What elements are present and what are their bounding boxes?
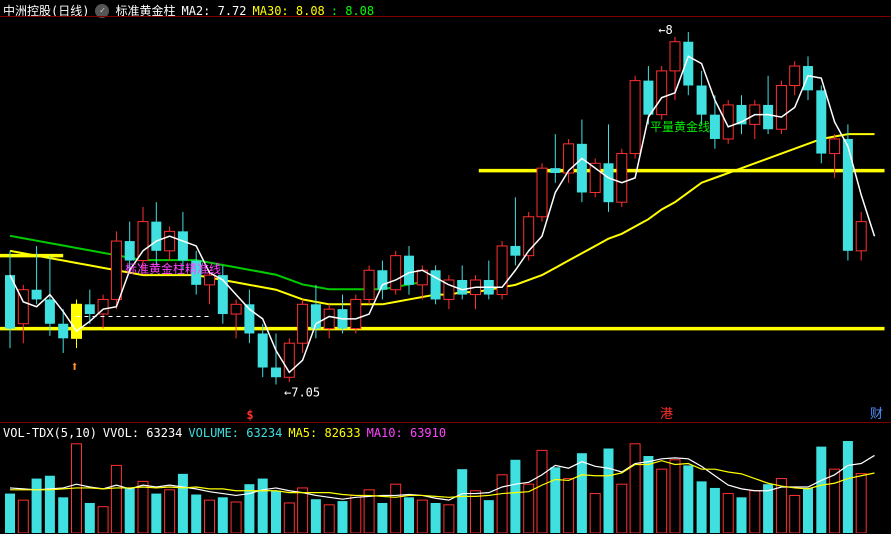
svg-text:←8: ←8 xyxy=(658,23,672,37)
price-panel[interactable]: ←8 ←7.05 ⬆ $ xyxy=(0,16,891,420)
svg-text:⬆: ⬆ xyxy=(71,359,79,375)
stock-chart: 中洲控股(日线) ✓ 标准黄金柱 MA2: 7.72 MA30: 8.08 : … xyxy=(0,0,891,534)
price-svg: ←8 ←7.05 ⬆ $ xyxy=(0,17,891,421)
svg-text:←7.05: ←7.05 xyxy=(284,386,320,400)
vol-svg xyxy=(0,423,891,533)
svg-text:$: $ xyxy=(246,408,253,421)
vol-panel[interactable] xyxy=(0,422,891,534)
